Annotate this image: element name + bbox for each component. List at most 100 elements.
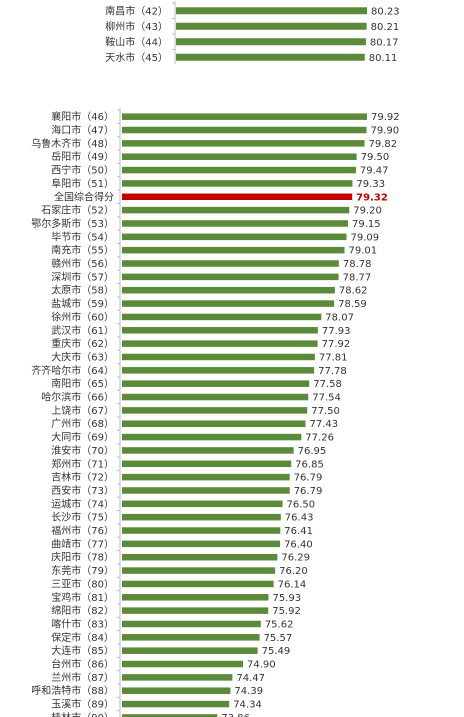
- bar: [122, 286, 335, 294]
- data-label: 76.14: [278, 579, 307, 590]
- bar: [122, 113, 367, 120]
- category-label: 喀什市（83）: [51, 617, 114, 630]
- data-label: 79.50: [361, 152, 390, 163]
- bar: [176, 22, 367, 30]
- bar: [122, 580, 274, 588]
- data-label: 75.62: [265, 619, 294, 630]
- category-label: 郑州市（71）: [51, 457, 114, 470]
- bar: [122, 393, 309, 401]
- category-label: 吉林市（72）: [51, 471, 114, 484]
- data-label: 76.85: [295, 459, 324, 470]
- data-label: 74.34: [233, 700, 262, 711]
- bar: [122, 607, 269, 614]
- bar: [122, 313, 322, 321]
- data-label: 79.47: [360, 166, 389, 177]
- data-label: 78.07: [325, 312, 354, 323]
- category-label: 南昌市（42）: [105, 4, 168, 17]
- bar: [122, 180, 353, 187]
- bar: [122, 260, 339, 267]
- bar: [122, 687, 231, 694]
- category-label: 兰州市（87）: [51, 671, 114, 684]
- bar: [122, 620, 261, 628]
- bar: [122, 380, 310, 387]
- category-label: 南阳市（65）: [51, 377, 114, 390]
- data-label: 79.90: [371, 126, 400, 137]
- category-label: 东莞市（79）: [51, 564, 114, 577]
- data-label: 76.29: [281, 553, 310, 564]
- category-label: 阜阳市（51）: [51, 177, 114, 190]
- data-label: 76.79: [294, 486, 323, 497]
- category-label: 广州市（68）: [51, 417, 114, 430]
- category-label: 岳阳市（49）: [51, 150, 114, 163]
- category-label: 海口市（47）: [51, 124, 114, 137]
- category-label: 绵阳市（82）: [51, 604, 114, 617]
- category-label: 庆阳市（78）: [51, 551, 114, 564]
- category-label: 三亚市（80）: [51, 577, 114, 590]
- category-label: 运城市（74）: [51, 497, 114, 510]
- category-label: 乌鲁木齐市（48）: [31, 137, 114, 150]
- data-label: 75.57: [264, 633, 293, 644]
- category-label: 西安市（73）: [51, 484, 114, 497]
- data-label: 80.21: [371, 22, 400, 33]
- data-label: 78.62: [339, 286, 368, 297]
- bar: [176, 38, 366, 46]
- category-label: 天水市（45）: [105, 51, 168, 64]
- data-label: 77.93: [322, 326, 351, 337]
- category-label: 南充市（55）: [51, 244, 114, 257]
- data-label: 75.92: [272, 606, 301, 617]
- bar: [122, 233, 347, 241]
- bar: [122, 300, 335, 307]
- bar: [122, 153, 357, 160]
- bar: [176, 7, 367, 15]
- category-label: 襄阳市（46）: [51, 110, 114, 123]
- bar: [122, 714, 218, 717]
- bar-panel-main: 襄阳市（46） 79.92 海口市（47） 79.90 乌鲁木齐市（48） 79.82 岳阳…: [31, 108, 400, 717]
- data-label: 78.59: [338, 299, 367, 310]
- category-label: 柳州市（43）: [105, 20, 168, 33]
- bar: [122, 473, 290, 481]
- category-label: 武汉市（61）: [51, 324, 114, 337]
- data-label: 77.54: [312, 393, 341, 404]
- category-label: 呼和浩特市（88）: [31, 684, 114, 697]
- data-label: 78.77: [343, 272, 372, 283]
- bar: [122, 407, 308, 414]
- data-label: 76.41: [284, 526, 313, 537]
- bar: [122, 433, 302, 441]
- data-label: 80.11: [369, 53, 398, 64]
- bar: [122, 513, 281, 521]
- category-label: 石家庄市（52）: [41, 204, 114, 217]
- data-label: 79.20: [353, 206, 382, 217]
- data-label: 77.43: [310, 419, 339, 430]
- bar: [122, 634, 260, 641]
- category-label: 保定市（84）: [51, 631, 114, 644]
- data-label: 76.95: [298, 446, 327, 457]
- data-label: 73.86: [221, 713, 250, 717]
- data-label: 76.43: [285, 513, 314, 524]
- bar: [122, 420, 306, 427]
- bar: [122, 647, 258, 654]
- category-label: 台州市（86）: [51, 658, 114, 671]
- data-label: 77.81: [319, 352, 348, 363]
- bar: [122, 553, 278, 561]
- category-label: 深圳市（57）: [51, 270, 114, 283]
- category-label: 曲靖市（77）: [51, 537, 114, 550]
- category-label: 淮安市（70）: [51, 444, 114, 457]
- bar: [122, 367, 315, 374]
- category-label: 毕节市（54）: [51, 230, 114, 243]
- data-label: 75.49: [262, 646, 291, 657]
- data-label: 74.47: [236, 673, 265, 684]
- category-label: 全国综合得分: [54, 190, 114, 203]
- bar: [122, 273, 339, 281]
- category-label: 大连市（85）: [51, 644, 114, 657]
- data-label: 79.33: [356, 179, 385, 190]
- data-label: 76.79: [294, 473, 323, 484]
- bar: [122, 500, 283, 508]
- bar-national-average: [122, 193, 353, 201]
- data-label: 76.50: [287, 499, 316, 510]
- bar: [122, 206, 350, 214]
- category-label: 齐齐哈尔市（64）: [31, 364, 114, 377]
- category-label: 鄂尔多斯市（53）: [31, 217, 114, 230]
- data-label: 80.17: [370, 37, 399, 48]
- bar: [122, 140, 365, 147]
